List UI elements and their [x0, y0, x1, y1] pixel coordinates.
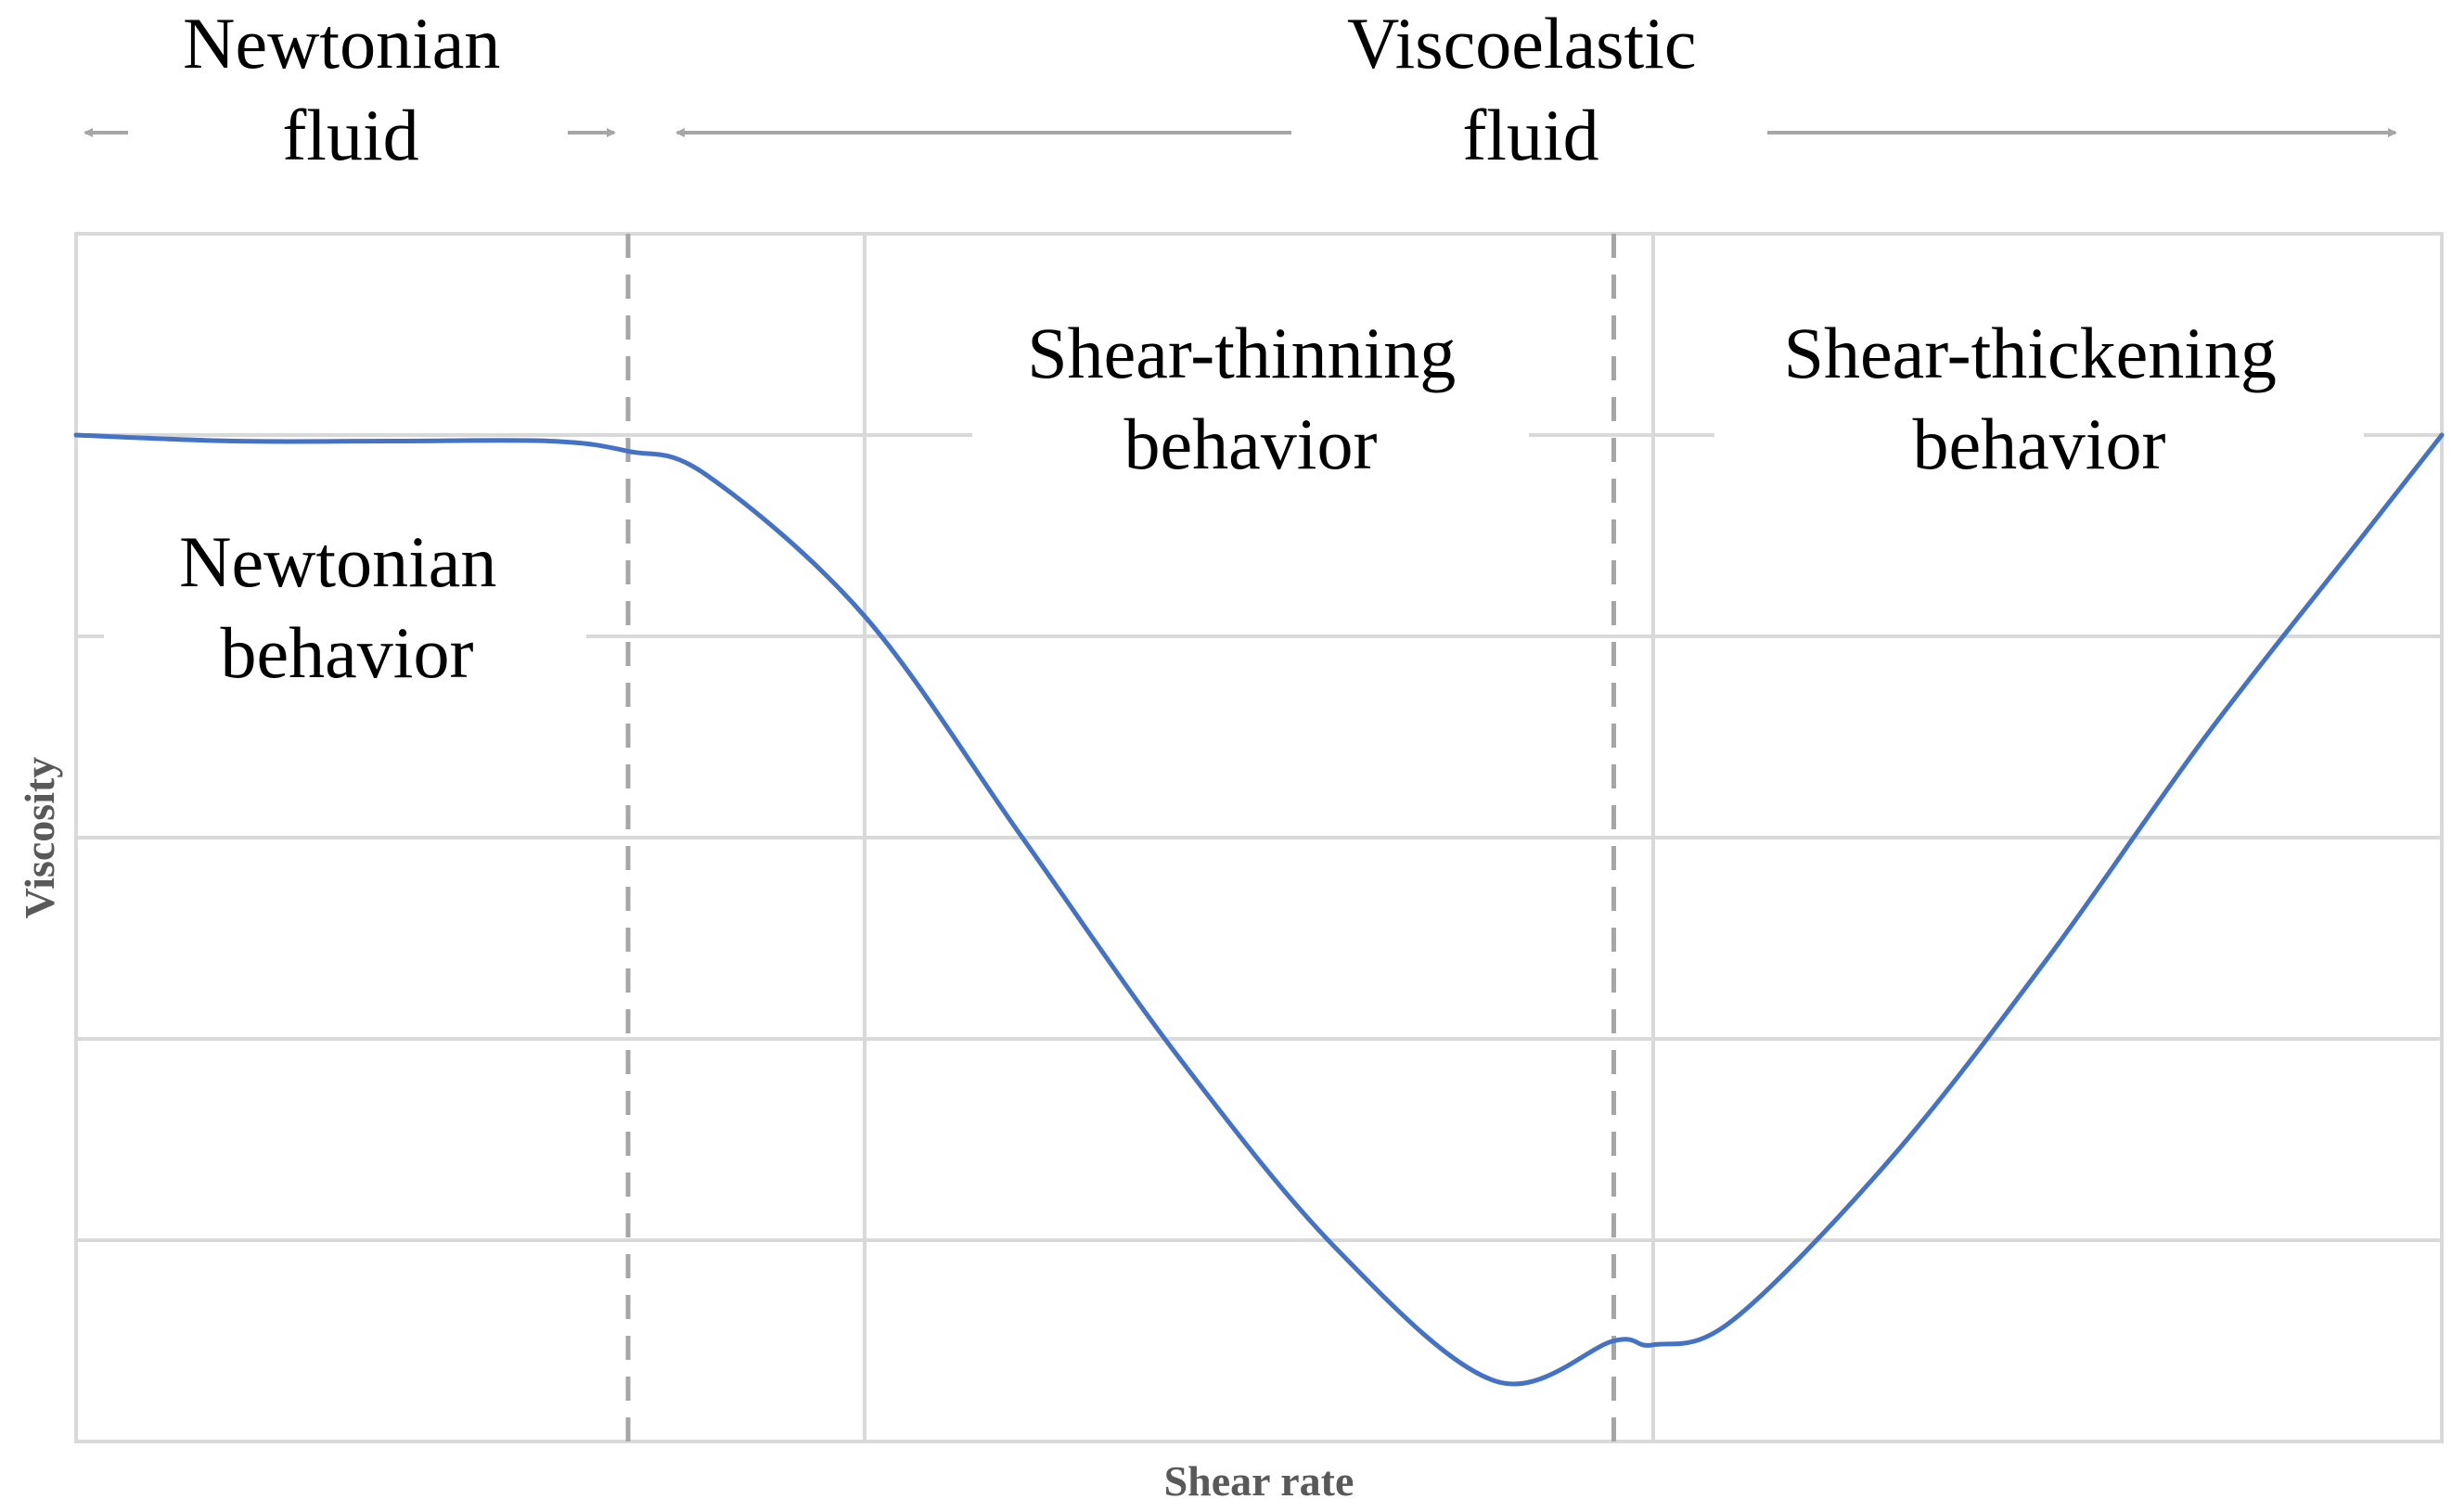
viscosity-curve-line [73, 432, 2445, 1387]
shear-thinning-line2: behavior [1124, 404, 1378, 484]
newtonian-fluid-label: Newtonian fluid [183, 3, 519, 175]
shear-thickening-line2: behavior [1913, 404, 2166, 484]
newtonian-behavior-bg [104, 515, 586, 710]
viscoelastic-fluid-label: Viscoelastic fluid [1347, 3, 1714, 175]
viscoelastic-fluid-line2: fluid [1462, 95, 1598, 175]
x-axis-label: Shear rate [1164, 1457, 1354, 1505]
shear-thinning-bg [972, 301, 1529, 496]
y-axis-label: Viscosity [16, 757, 63, 919]
newtonian-behavior-line1: Newtonian [179, 521, 496, 602]
newtonian-behavior-label: Newtonian behavior [179, 521, 515, 693]
shear-thickening-bg [1714, 301, 2364, 496]
shear-thickening-label: Shear-thickening behavior [1784, 313, 2295, 484]
shear-thinning-line1: Shear-thinning [1027, 313, 1456, 393]
plot-frame [74, 232, 2444, 1443]
newtonian-fluid-line1: Newtonian [183, 3, 500, 83]
shear-thinning-label: Shear-thinning behavior [1027, 313, 1474, 484]
newtonian-fluid-line2: fluid [282, 95, 418, 175]
newtonian-behavior-line2: behavior [221, 612, 474, 693]
shear-thickening-line1: Shear-thickening [1784, 313, 2277, 393]
viscoelastic-fluid-line1: Viscoelastic [1347, 3, 1697, 83]
